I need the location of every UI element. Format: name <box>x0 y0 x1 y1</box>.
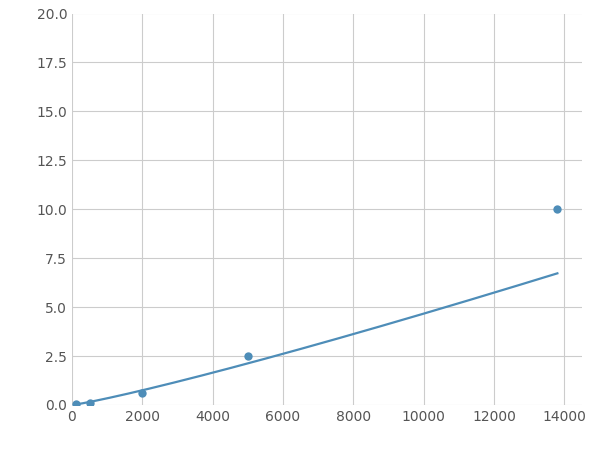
Point <box>243 352 253 360</box>
Point <box>137 390 147 397</box>
Point <box>85 400 94 407</box>
Point <box>71 400 80 408</box>
Point <box>553 206 562 213</box>
